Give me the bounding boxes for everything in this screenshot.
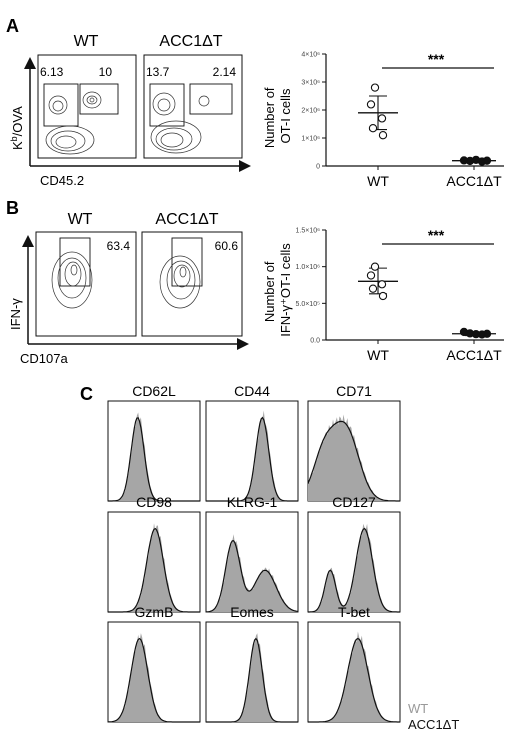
panel-a-group-wt: WT bbox=[74, 33, 99, 50]
chart-b-ylabel: Number of IFN-γ⁺OT-I cells bbox=[262, 243, 293, 337]
histogram-cell: CD62L bbox=[107, 383, 201, 502]
significance-label: *** bbox=[428, 227, 445, 243]
histogram-line bbox=[308, 637, 400, 723]
gate-b-wt: 63.4 bbox=[107, 239, 131, 253]
data-point bbox=[377, 280, 387, 289]
flow-a-x-label: CD45.2 bbox=[40, 173, 84, 188]
gate-a-ko-right: 2.14 bbox=[213, 65, 237, 79]
data-point bbox=[482, 156, 492, 165]
significance-label: *** bbox=[428, 51, 445, 67]
histogram-line bbox=[108, 417, 200, 502]
histogram-line bbox=[108, 527, 200, 613]
histogram-cell: CD127 bbox=[307, 494, 401, 613]
histogram-cell: T-bet bbox=[307, 604, 401, 723]
histogram-title: CD71 bbox=[336, 383, 372, 399]
histogram-title: CD62L bbox=[132, 383, 176, 399]
y-tick-label: 1.0×10⁶ bbox=[296, 264, 321, 271]
histogram-filled bbox=[206, 410, 298, 501]
legend-ko: ACC1ΔT bbox=[408, 717, 459, 732]
histogram-cell: CD98 bbox=[107, 494, 201, 613]
histogram-title: Eomes bbox=[230, 604, 274, 620]
histogram-line bbox=[205, 540, 299, 613]
flow-plot-a-wt: 6.13 10 bbox=[37, 54, 137, 159]
histogram-line bbox=[108, 637, 200, 723]
panel-a: A WT ACC1ΔT 6.13 10 bbox=[6, 16, 504, 189]
panel-b-letter: B bbox=[6, 198, 19, 218]
histogram-cell: CD71 bbox=[307, 383, 401, 502]
chart-a: 0 1×10⁶ 2×10⁶ 3×10⁶ 4×10⁶ WT ACC1ΔT *** bbox=[301, 51, 504, 189]
histogram-filled bbox=[308, 523, 400, 612]
y-tick-label: 5.0×10⁵ bbox=[295, 301, 320, 308]
histogram-title: CD127 bbox=[332, 494, 376, 510]
gate-a-wt-right: 10 bbox=[99, 65, 113, 79]
histogram-line bbox=[206, 637, 298, 723]
histogram-filled bbox=[206, 633, 298, 722]
y-tick-label: 3×10⁶ bbox=[301, 80, 320, 87]
data-point bbox=[366, 100, 376, 109]
gate-b-ko: 60.6 bbox=[215, 239, 239, 253]
histogram-cell: Eomes bbox=[205, 604, 299, 723]
data-point bbox=[377, 114, 387, 123]
data-point bbox=[378, 131, 388, 140]
data-point bbox=[482, 329, 492, 338]
data-point bbox=[366, 271, 376, 280]
histogram-cell: KLRG-1 bbox=[205, 494, 299, 613]
legend-wt: WT bbox=[408, 701, 428, 716]
panel-a-group-ko: ACC1ΔT bbox=[159, 33, 222, 50]
flow-plot-a-ko: 13.7 2.14 bbox=[143, 54, 243, 159]
y-tick-label: 0 bbox=[316, 164, 320, 171]
y-tick-label: 4×10⁶ bbox=[301, 52, 320, 59]
histogram-filled bbox=[308, 414, 400, 501]
panel-b-group-ko: ACC1ΔT bbox=[155, 211, 218, 228]
flow-b-x-label: CD107a bbox=[20, 351, 68, 366]
data-point bbox=[370, 83, 380, 92]
x-tick-label: ACC1ΔT bbox=[446, 173, 502, 189]
y-tick-label: 2×10⁶ bbox=[301, 108, 320, 115]
histogram-filled bbox=[108, 633, 200, 722]
histogram-title: CD98 bbox=[136, 494, 172, 510]
histogram-cell: GzmB bbox=[107, 604, 201, 723]
x-tick-label: WT bbox=[367, 173, 389, 189]
flow-a-y-label: Kb/OVA bbox=[9, 106, 25, 150]
gate-a-ko-left: 13.7 bbox=[146, 65, 170, 79]
histogram-line bbox=[206, 416, 298, 502]
histogram-line bbox=[307, 420, 400, 502]
data-point bbox=[370, 262, 380, 271]
y-tick-label: 0.0 bbox=[310, 338, 320, 345]
flow-plot-b-ko: 60.6 bbox=[141, 231, 243, 337]
histogram-title: GzmB bbox=[135, 604, 174, 620]
panel-b-group-wt: WT bbox=[68, 211, 93, 228]
y-tick-label: 1.5×10⁶ bbox=[296, 228, 321, 235]
histogram-title: KLRG-1 bbox=[227, 494, 278, 510]
data-point bbox=[378, 291, 388, 301]
histogram-line bbox=[308, 527, 400, 613]
histogram-filled bbox=[108, 412, 200, 501]
chart-a-ylabel: Number of OT-I cells bbox=[262, 84, 293, 148]
histogram-filled bbox=[308, 631, 400, 722]
histogram-title: T-bet bbox=[338, 604, 370, 620]
panel-a-letter: A bbox=[6, 16, 19, 36]
flow-plot-b-wt: 63.4 bbox=[35, 231, 137, 337]
gate-a-wt-left: 6.13 bbox=[40, 65, 64, 79]
data-point bbox=[368, 284, 378, 293]
histogram-frame bbox=[107, 400, 201, 502]
x-tick-label: ACC1ΔT bbox=[446, 347, 502, 363]
histogram-title: CD44 bbox=[234, 383, 270, 399]
histogram-filled bbox=[108, 523, 200, 612]
data-point bbox=[368, 124, 378, 133]
histogram-cell: CD44 bbox=[205, 383, 299, 502]
panel-b: B WT ACC1ΔT 63.4 60.6 bbox=[6, 198, 504, 366]
histogram-grid: CD62L CD44 CD71 CD98 KLRG-1 CD127 GzmB Eomes T-b… bbox=[107, 383, 401, 723]
panel-c: C CD62L CD44 CD71 CD98 KLRG-1 CD127 GzmB Eomes T… bbox=[80, 383, 459, 732]
flow-b-y-label: IFN-γ bbox=[8, 298, 23, 330]
x-tick-label: WT bbox=[367, 347, 389, 363]
panel-c-letter: C bbox=[80, 384, 93, 404]
histogram-filled bbox=[206, 534, 298, 612]
y-tick-label: 1×10⁶ bbox=[301, 136, 320, 143]
chart-b: 0.0 5.0×10⁵ 1.0×10⁶ 1.5×10⁶ WT ACC1ΔT *** bbox=[295, 227, 504, 363]
